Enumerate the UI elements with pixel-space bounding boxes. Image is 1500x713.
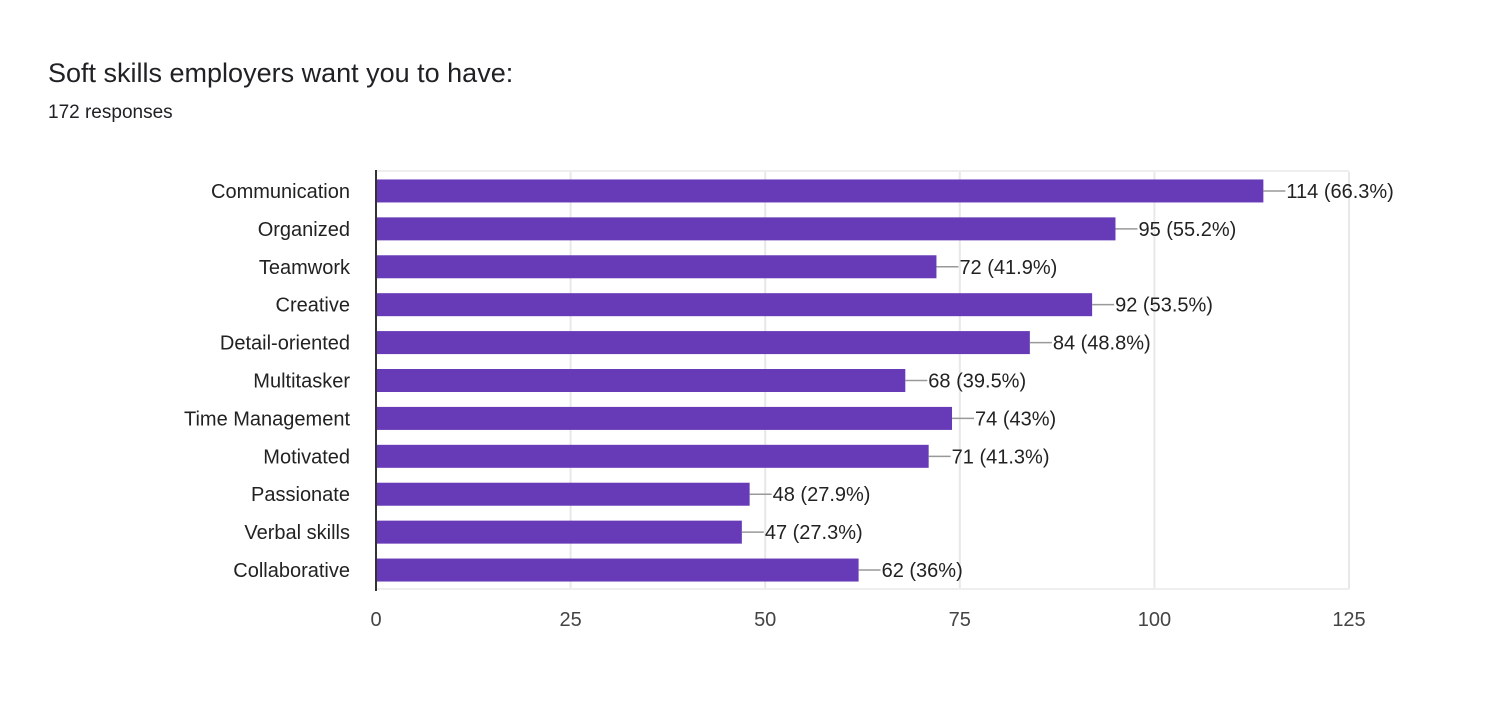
bar xyxy=(376,255,937,279)
bar xyxy=(376,520,742,544)
data-label: 114 (66.3%) xyxy=(1286,181,1393,203)
data-label: 84 (48.8%) xyxy=(1053,333,1151,355)
chart-title: Soft skills employers want you to have: xyxy=(48,58,514,88)
category-label: Communication xyxy=(211,181,350,203)
bar xyxy=(376,331,1030,355)
bar xyxy=(376,179,1264,203)
data-label: 92 (53.5%) xyxy=(1115,295,1213,317)
category-label: Collaborative xyxy=(233,560,350,582)
category-label: Detail-oriented xyxy=(220,333,350,355)
x-tick-label: 75 xyxy=(949,609,971,631)
category-label: Passionate xyxy=(251,484,350,506)
bar xyxy=(376,293,1093,317)
x-tick-label: 0 xyxy=(370,609,381,631)
x-tick-label: 50 xyxy=(754,609,776,631)
category-label: Motivated xyxy=(263,446,350,468)
bar xyxy=(376,558,859,582)
x-tick-label: 125 xyxy=(1332,609,1365,631)
category-label: Verbal skills xyxy=(244,522,350,544)
bar xyxy=(376,217,1116,241)
data-label: 72 (41.9%) xyxy=(959,257,1057,279)
data-label: 71 (41.3%) xyxy=(952,446,1050,468)
category-label: Creative xyxy=(276,295,350,317)
bar xyxy=(376,369,906,392)
category-label: Multitasker xyxy=(253,371,350,393)
response-count: 172 responses xyxy=(48,102,173,123)
data-label: 74 (43%) xyxy=(975,408,1056,430)
category-label: Teamwork xyxy=(259,257,351,279)
data-label: 95 (55.2%) xyxy=(1138,219,1236,241)
bar xyxy=(376,406,953,430)
data-label: 47 (27.3%) xyxy=(765,522,863,544)
category-label: Organized xyxy=(258,219,350,241)
bar xyxy=(376,444,929,468)
data-label: 48 (27.9%) xyxy=(773,484,871,506)
bar xyxy=(376,482,750,506)
x-tick-label: 25 xyxy=(559,609,581,631)
data-label: 62 (36%) xyxy=(882,560,963,582)
x-tick-label: 100 xyxy=(1138,609,1171,631)
category-label: Time Management xyxy=(184,408,350,430)
data-label: 68 (39.5%) xyxy=(928,371,1026,393)
